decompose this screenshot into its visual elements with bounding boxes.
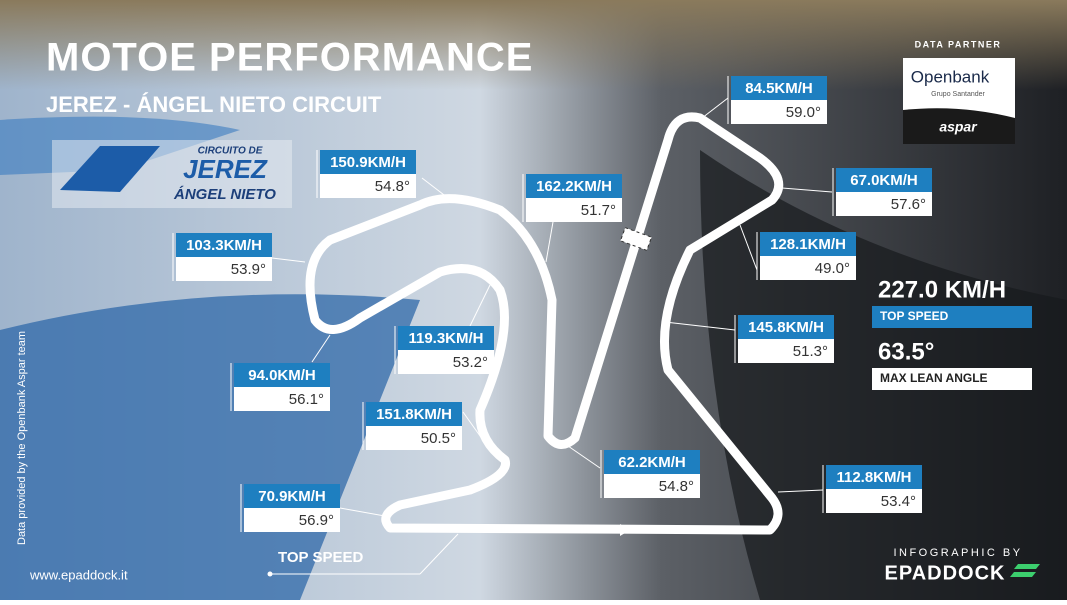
speed-box	[738, 315, 834, 339]
max-lean-label: MAX LEAN ANGLE	[880, 371, 988, 385]
connector	[339, 507, 386, 517]
angle-box	[731, 100, 827, 124]
connector	[545, 221, 554, 263]
side-credit: Data provided by the Openbank Aspar team	[16, 331, 28, 545]
angle-box	[738, 339, 834, 363]
title: MOTOE PERFORMANCE	[46, 36, 533, 80]
partner-swoosh	[903, 108, 1015, 144]
angle-box	[366, 426, 462, 450]
angle-box	[320, 174, 416, 198]
brand-mark	[1010, 564, 1040, 577]
angle-box	[398, 350, 494, 374]
angle-box	[526, 198, 622, 222]
speed-box	[320, 150, 416, 174]
connector	[781, 187, 833, 193]
corner-speed: 151.8KM/H	[376, 406, 452, 423]
corner-angle: 49.0°	[815, 260, 850, 277]
background-top	[0, 0, 1067, 90]
partner-label: DATA PARTNER	[915, 39, 1002, 49]
finish-line	[619, 226, 653, 252]
partner-logo: Openbank Grupo Santander aspar	[903, 58, 1015, 144]
angle-box	[836, 192, 932, 216]
corner-speed: 162.2KM/H	[536, 178, 612, 195]
speed-box	[366, 402, 462, 426]
brand: EPADDOCK	[885, 562, 1006, 584]
logo-text: JEREZ	[183, 154, 268, 184]
legend-label: TOP SPEED	[278, 549, 363, 566]
corner-angle: 59.0°	[786, 104, 821, 121]
logo-text: ÁNGEL NIETO	[173, 186, 276, 203]
stats: 227.0 KM/H TOP SPEED 63.5° MAX LEAN ANGL…	[872, 276, 1032, 390]
corner-angle: 53.4°	[881, 493, 916, 510]
track	[305, 112, 784, 535]
legend-dot	[267, 571, 273, 577]
corner-angle: 53.2°	[453, 354, 488, 371]
corner-speed: 62.2KM/H	[618, 454, 686, 471]
connector	[271, 257, 306, 263]
partner-name: Openbank	[911, 67, 990, 86]
partner-team: aspar	[939, 119, 978, 135]
top-speed-bar	[872, 306, 1032, 328]
corners: 84.5KM/H 59.0° 67.0KM/H 57.6° 162.2KM/H 51.7°…	[172, 76, 932, 532]
connector	[664, 321, 736, 331]
corner-angle: 51.7°	[581, 202, 616, 219]
corner-speed: 112.8KM/H	[836, 469, 911, 486]
corner-speed: 119.3KM/H	[408, 330, 483, 347]
infographic-by: INFOGRAPHIC BY	[893, 547, 1022, 559]
angle-box	[234, 387, 330, 411]
subtitle: JEREZ - ÁNGEL NIETO CIRCUIT	[46, 92, 382, 117]
speed-box	[526, 174, 622, 198]
angle-box	[826, 489, 922, 513]
corner-speed: 67.0KM/H	[850, 172, 918, 189]
connector	[462, 411, 491, 451]
speed-box	[234, 363, 330, 387]
speed-box	[836, 168, 932, 192]
direction-arrow	[620, 524, 630, 536]
corner-angle: 56.9°	[299, 512, 334, 529]
speed-box	[760, 232, 856, 256]
angle-box	[176, 257, 272, 281]
connector	[567, 445, 601, 469]
corner-angle: 50.5°	[421, 430, 456, 447]
corner-speed: 128.1KM/H	[770, 236, 846, 253]
corner-speed: 145.8KM/H	[748, 319, 824, 336]
connector	[739, 224, 758, 271]
top-speed-value: 227.0 KM/H	[878, 276, 1006, 303]
corner-angle: 54.8°	[375, 178, 410, 195]
corner-angle: 56.1°	[289, 391, 324, 408]
speed-box	[604, 450, 700, 474]
corner-angle: 54.8°	[659, 478, 694, 495]
corner-angle: 53.9°	[231, 261, 266, 278]
angle-box	[244, 508, 340, 532]
website: www.epaddock.it	[29, 567, 128, 582]
connector	[701, 97, 729, 119]
connector	[421, 177, 449, 199]
corner-speed: 103.3KM/H	[186, 237, 262, 254]
corner-speed: 84.5KM/H	[745, 80, 813, 97]
max-lean-bar	[872, 368, 1032, 390]
top-speed-label: TOP SPEED	[880, 309, 949, 323]
logo-mark	[60, 146, 160, 192]
corner-speed: 150.9KM/H	[330, 154, 406, 171]
corner-angle: 51.3°	[793, 343, 828, 360]
speed-box	[398, 326, 494, 350]
corner-speed: 94.0KM/H	[248, 367, 316, 384]
connector	[311, 334, 331, 363]
speed-box	[176, 233, 272, 257]
angle-box	[760, 256, 856, 280]
angle-box	[604, 474, 700, 498]
legend-line	[419, 533, 459, 575]
connector	[469, 284, 491, 327]
logo-text: CIRCUITO DE	[198, 146, 263, 157]
speed-box	[826, 465, 922, 489]
max-lean-value: 63.5°	[878, 338, 934, 365]
circuit-logo: CIRCUITO DE JEREZ ÁNGEL NIETO	[52, 140, 292, 208]
corner-speed: 70.9KM/H	[258, 488, 326, 505]
speed-box	[244, 484, 340, 508]
speed-box	[731, 76, 827, 100]
partner-group: Grupo Santander	[931, 91, 985, 98]
corner-angle: 57.6°	[891, 196, 926, 213]
connector	[777, 489, 824, 493]
